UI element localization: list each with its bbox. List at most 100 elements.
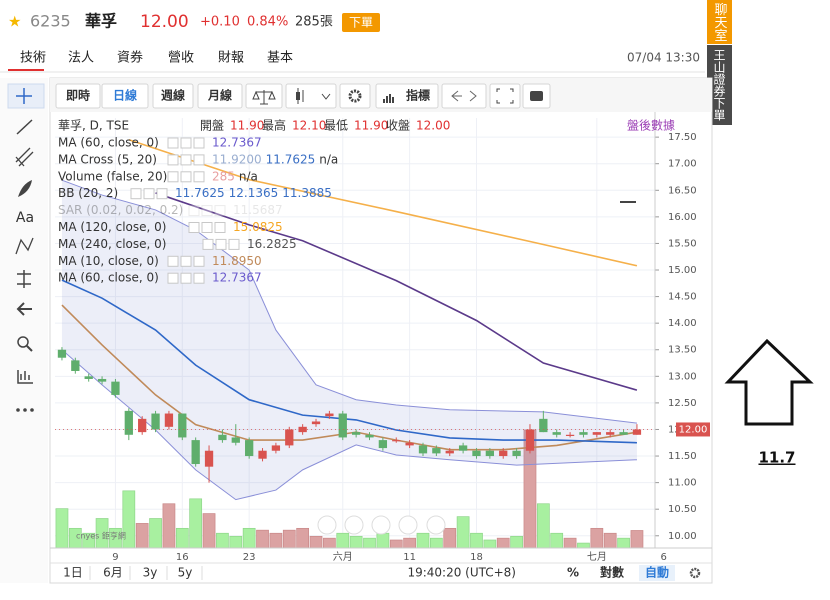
zoom-button[interactable] (371, 515, 391, 535)
volume-bar (536, 503, 550, 548)
study-icon[interactable] (180, 171, 192, 183)
text-tool[interactable]: Aa (16, 210, 34, 226)
measure-tool[interactable] (17, 270, 31, 288)
fullscreen-button[interactable] (489, 83, 521, 109)
order-tab-label[interactable]: 王山證券下單 (712, 49, 726, 121)
legend-symbol: 華孚, D, TSE (58, 119, 129, 133)
study-icon[interactable] (180, 137, 192, 149)
chat-tab-label[interactable]: 聊天室 (712, 3, 728, 42)
study-icon[interactable] (156, 188, 168, 200)
crosshair-tool[interactable] (7, 83, 45, 109)
tab[interactable]: 基本 (267, 51, 293, 66)
study-row: MA (60, close, 0) 12.7367 (58, 271, 262, 285)
lock-tool[interactable] (17, 370, 33, 384)
order-button[interactable] (342, 13, 380, 32)
option-button[interactable]: % (567, 566, 579, 580)
tab[interactable]: 資券 (117, 50, 143, 66)
option-button[interactable]: 對數 (600, 565, 624, 580)
volume-bar (189, 498, 203, 548)
undo-redo-button[interactable] (441, 83, 487, 109)
zoom-button[interactable] (398, 515, 418, 535)
interval-button[interactable] (197, 83, 243, 109)
interval-label[interactable]: 即時 (66, 88, 90, 103)
study-icon[interactable] (214, 222, 226, 233)
range-button[interactable]: 3y (143, 566, 158, 580)
volume-bar (376, 532, 390, 548)
study-icon[interactable] (180, 272, 192, 284)
after-hours-link[interactable]: 盤後數據 (627, 119, 675, 133)
study-icon[interactable] (180, 255, 192, 267)
study-icon[interactable] (214, 205, 226, 217)
settings-button[interactable] (339, 83, 371, 109)
study-icon[interactable] (188, 205, 200, 217)
tab[interactable]: 營收 (168, 51, 194, 66)
zoom-tool[interactable] (17, 336, 29, 348)
study-icon[interactable] (167, 137, 179, 149)
candle-body (458, 445, 468, 451)
study-icon[interactable] (167, 255, 179, 267)
interval-button[interactable] (101, 83, 149, 109)
range-button[interactable]: 5y (178, 566, 193, 580)
volume-bar (577, 542, 590, 548)
datetime: 07/04 13:30 (627, 51, 700, 65)
tabs: 技術 法人 資券 營收 財報 基本 (8, 50, 293, 71)
pattern-tool[interactable] (15, 237, 34, 255)
x-tick-label: 23 (243, 552, 256, 563)
study-icon[interactable] (202, 238, 214, 250)
interval-button[interactable] (55, 83, 101, 109)
study-icon[interactable] (167, 272, 179, 284)
study-value: 11.7625 (175, 186, 225, 200)
tools-panel (0, 78, 48, 583)
drawing-tools: Aa (0, 78, 48, 583)
chat-tab[interactable] (707, 0, 732, 44)
zoom-button[interactable] (426, 515, 446, 535)
study-icon[interactable] (143, 188, 155, 200)
x-tick-label: 七月 (587, 551, 607, 563)
interval-label[interactable]: 月線 (207, 88, 232, 103)
study-icon[interactable] (193, 137, 205, 149)
tab[interactable]: 財報 (218, 51, 244, 66)
remove-tool[interactable] (16, 302, 32, 316)
zoom-button[interactable] (317, 515, 337, 535)
study-icon[interactable] (193, 255, 205, 267)
study-icon[interactable] (193, 272, 205, 284)
range-button[interactable]: 6月 (103, 566, 123, 580)
more-dot[interactable] (30, 408, 34, 412)
study-icon[interactable] (215, 238, 227, 250)
indicator-label[interactable]: 指標 (406, 88, 430, 103)
order-button-label[interactable]: 下單 (349, 16, 373, 30)
star-icon[interactable]: ★ (8, 13, 21, 31)
option-button[interactable]: 自動 (645, 565, 669, 580)
study-icon[interactable] (130, 188, 142, 200)
study-icon[interactable] (201, 205, 213, 217)
interval-label[interactable]: 週線 (161, 88, 185, 103)
y-tick-label: 10.00 (668, 531, 697, 542)
indicator-button[interactable] (375, 83, 439, 109)
y-tick-label: 13.50 (668, 345, 697, 356)
interval-label[interactable]: 日線 (113, 88, 137, 103)
more-dot[interactable] (16, 408, 20, 412)
trend-line-tool[interactable] (16, 119, 33, 135)
tab[interactable]: 法人 (68, 51, 94, 66)
tab[interactable]: 技術 (20, 51, 46, 66)
study-icon[interactable] (167, 154, 179, 166)
brush-tool[interactable] (18, 180, 32, 197)
study-icon[interactable] (167, 171, 179, 183)
range-button[interactable]: 1日 (63, 566, 83, 580)
more-dot[interactable] (23, 408, 27, 412)
study-icon[interactable] (193, 154, 205, 166)
bottom-settings[interactable] (689, 567, 701, 579)
study-name: MA (240, close, 0) (58, 237, 166, 251)
study-icon[interactable] (193, 171, 205, 183)
undo-icon (451, 90, 477, 102)
study-icon[interactable] (180, 154, 192, 166)
plot: 10.00 10.50 11.00 11.50 12.00 12.50 13.00 13.50… (50, 112, 712, 563)
bottom-bar: 1日 6月 3y 5y 19:40:20 (UTC+8)% 對數 自動 (50, 562, 712, 581)
interval-button[interactable] (152, 83, 194, 109)
study-icon[interactable] (228, 238, 240, 250)
fib-tool[interactable] (15, 147, 34, 167)
study-icon[interactable] (188, 222, 200, 233)
study-icon[interactable] (201, 222, 213, 233)
study-value: 16.2825 (247, 237, 297, 251)
zoom-button[interactable] (344, 515, 364, 535)
